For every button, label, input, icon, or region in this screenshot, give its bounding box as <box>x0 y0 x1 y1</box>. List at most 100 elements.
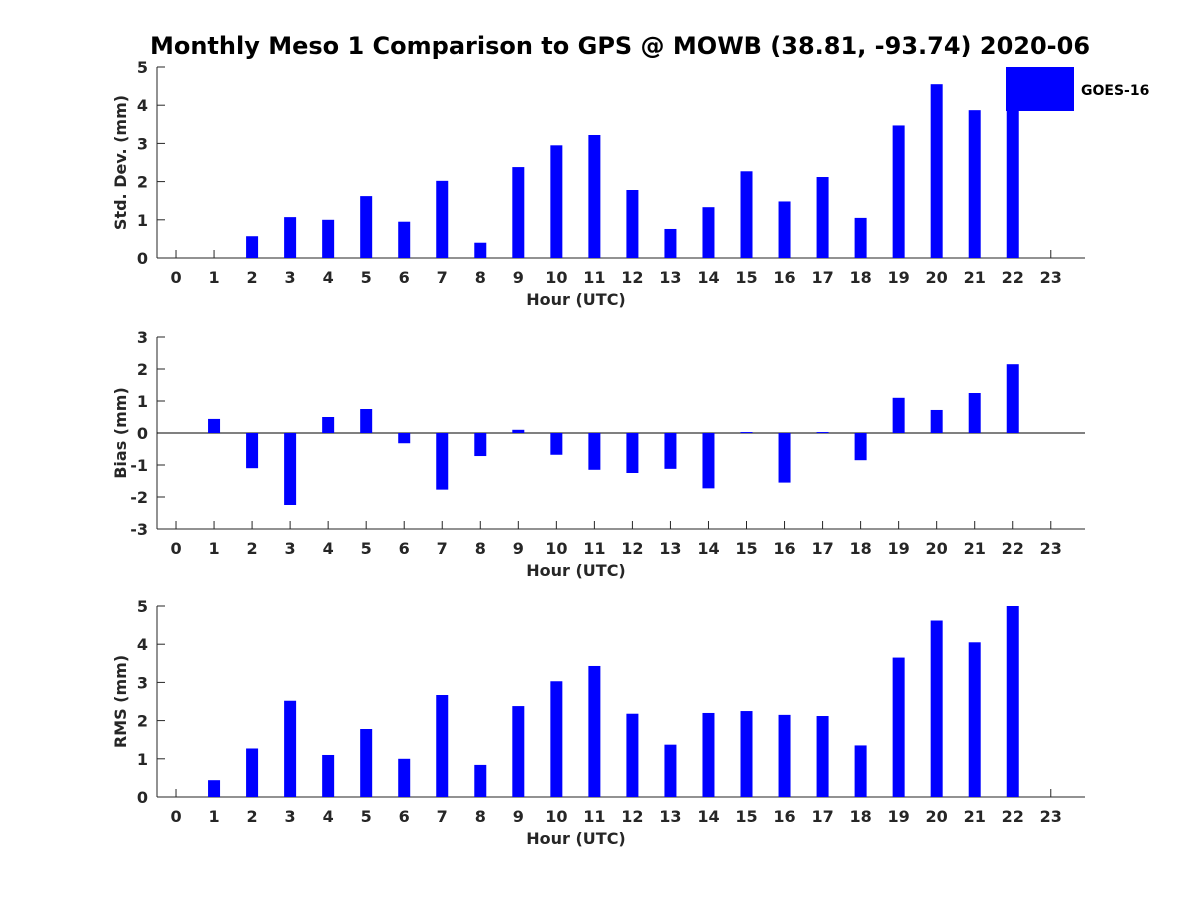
x-tick-label: 0 <box>170 807 181 826</box>
bar-hour-1 <box>208 418 221 433</box>
x-tick-label: 4 <box>323 268 334 287</box>
x-tick-label: 16 <box>773 268 795 287</box>
x-tick-label: 5 <box>361 539 372 558</box>
x-tick-label: 17 <box>811 539 833 558</box>
x-tick-label: 10 <box>545 539 567 558</box>
bar-hour-14 <box>702 712 715 797</box>
bar-hour-6 <box>398 221 411 258</box>
x-tick-label: 14 <box>697 807 719 826</box>
x-tick-label: 14 <box>697 539 719 558</box>
bar-hour-15 <box>740 171 753 258</box>
bar-hour-10 <box>550 433 563 455</box>
x-tick-label: 13 <box>659 268 681 287</box>
bar-hour-7 <box>436 695 449 797</box>
x-tick-label: 9 <box>513 268 524 287</box>
x-tick-label: 2 <box>247 539 258 558</box>
bar-hour-20 <box>930 84 943 258</box>
bar-hour-19 <box>892 397 905 433</box>
bar-hour-5 <box>360 196 373 258</box>
x-tick-label: 3 <box>285 807 296 826</box>
x-tick-label: 12 <box>621 807 643 826</box>
x-tick-label: 22 <box>1002 539 1024 558</box>
bar-hour-3 <box>284 700 297 797</box>
y-tick-label: 0 <box>137 249 148 268</box>
x-tick-label: 4 <box>323 539 334 558</box>
y-tick-label: 2 <box>137 360 148 379</box>
x-tick-label: 23 <box>1040 268 1062 287</box>
x-tick-label: 15 <box>735 539 757 558</box>
x-tick-label: 4 <box>323 807 334 826</box>
x-tick-label: 1 <box>208 268 219 287</box>
bar-hour-14 <box>702 207 715 258</box>
x-tick-label: 7 <box>437 268 448 287</box>
bar-hour-12 <box>626 433 639 473</box>
y-tick-label: -2 <box>130 488 148 507</box>
bar-hour-20 <box>930 620 943 797</box>
x-tick-label: 18 <box>849 268 871 287</box>
x-tick-label: 7 <box>437 539 448 558</box>
bar-hour-17 <box>816 716 829 797</box>
x-tick-label: 8 <box>475 268 486 287</box>
bar-hour-9 <box>512 167 525 258</box>
bar-hour-22 <box>1006 67 1019 258</box>
x-axis-label: Hour (UTC) <box>526 290 626 309</box>
x-tick-label: 11 <box>583 807 605 826</box>
bar-hour-2 <box>246 433 259 469</box>
x-tick-label: 18 <box>849 807 871 826</box>
bar-hour-10 <box>550 145 563 258</box>
y-tick-label: 3 <box>137 673 148 692</box>
x-tick-label: 15 <box>735 268 757 287</box>
bar-hour-4 <box>322 417 335 433</box>
x-tick-label: 1 <box>208 539 219 558</box>
x-tick-label: 22 <box>1002 807 1024 826</box>
bar-hour-9 <box>512 706 525 797</box>
y-tick-label: 2 <box>137 173 148 192</box>
bar-hour-11 <box>588 134 601 258</box>
x-tick-label: 8 <box>475 807 486 826</box>
x-tick-label: 3 <box>285 539 296 558</box>
bar-hour-11 <box>588 665 601 797</box>
bar-hour-19 <box>892 125 905 258</box>
bar-hour-5 <box>360 729 373 797</box>
bar-hour-4 <box>322 754 335 797</box>
x-tick-label: 2 <box>247 807 258 826</box>
bar-hour-1 <box>208 780 221 797</box>
y-tick-label: 1 <box>137 750 148 769</box>
x-tick-label: 6 <box>399 807 410 826</box>
y-tick-label: 5 <box>137 58 148 77</box>
bar-hour-12 <box>626 190 639 258</box>
y-axis-label: RMS (mm) <box>111 655 130 748</box>
bar-hour-7 <box>436 180 449 258</box>
bar-hour-3 <box>284 217 297 258</box>
bar-hour-15 <box>740 432 753 434</box>
x-tick-label: 9 <box>513 807 524 826</box>
bar-hour-13 <box>664 228 677 258</box>
x-tick-label: 15 <box>735 807 757 826</box>
bar-hour-16 <box>778 433 791 483</box>
x-tick-label: 7 <box>437 807 448 826</box>
bar-hour-14 <box>702 433 715 489</box>
x-axis-label: Hour (UTC) <box>526 561 626 580</box>
x-tick-label: 17 <box>811 807 833 826</box>
bar-hour-2 <box>246 236 259 258</box>
x-tick-label: 17 <box>811 268 833 287</box>
bar-hour-18 <box>854 217 867 258</box>
bar-hour-9 <box>512 429 525 433</box>
x-tick-label: 20 <box>926 539 948 558</box>
bar-hour-6 <box>398 758 411 797</box>
x-tick-label: 2 <box>247 268 258 287</box>
x-tick-label: 12 <box>621 268 643 287</box>
bar-hour-3 <box>284 433 297 505</box>
x-tick-label: 9 <box>513 539 524 558</box>
bar-hour-8 <box>474 433 487 457</box>
x-tick-label: 16 <box>773 807 795 826</box>
y-tick-label: 2 <box>137 712 148 731</box>
y-axis-label: Bias (mm) <box>111 387 130 479</box>
bar-hour-10 <box>550 681 563 797</box>
x-tick-label: 12 <box>621 539 643 558</box>
y-tick-label: 3 <box>137 328 148 347</box>
